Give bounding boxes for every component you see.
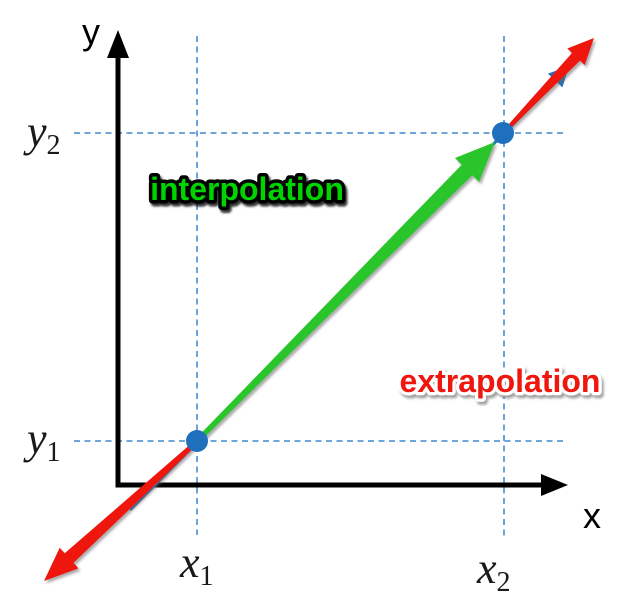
y-axis-arrowhead (107, 30, 129, 58)
tick-label-y2: y2 (23, 107, 61, 161)
tick-label-y1-sub: 1 (47, 437, 61, 468)
y-axis-label: y (82, 11, 100, 52)
guide-lines (74, 36, 564, 537)
extrapolation-arrow-upper (506, 38, 594, 130)
extrapolation-label: extrapolation (400, 363, 601, 399)
tick-label-x2: x2 (476, 544, 511, 598)
tick-label-x1: x1 (179, 538, 214, 592)
tick-label-x1-base: x (179, 538, 200, 587)
interpolation-label: interpolation (150, 171, 344, 207)
point-p2 (492, 122, 514, 144)
tick-label-x2-sub: 2 (497, 567, 511, 598)
tick-label-y2-sub: 2 (47, 130, 61, 161)
tick-label-y1: y1 (23, 414, 61, 468)
extrapolation-arrow-lower (44, 445, 193, 581)
tick-label-y1-base: y (23, 414, 47, 463)
tick-label-x2-base: x (476, 544, 497, 593)
tick-label-y2-base: y (23, 107, 47, 156)
interpolation-arrow (198, 142, 495, 440)
x-axis-arrowhead (541, 474, 568, 496)
x-axis-label: x (583, 495, 601, 536)
point-p1 (186, 430, 208, 452)
tick-label-x1-sub: 1 (200, 561, 214, 592)
